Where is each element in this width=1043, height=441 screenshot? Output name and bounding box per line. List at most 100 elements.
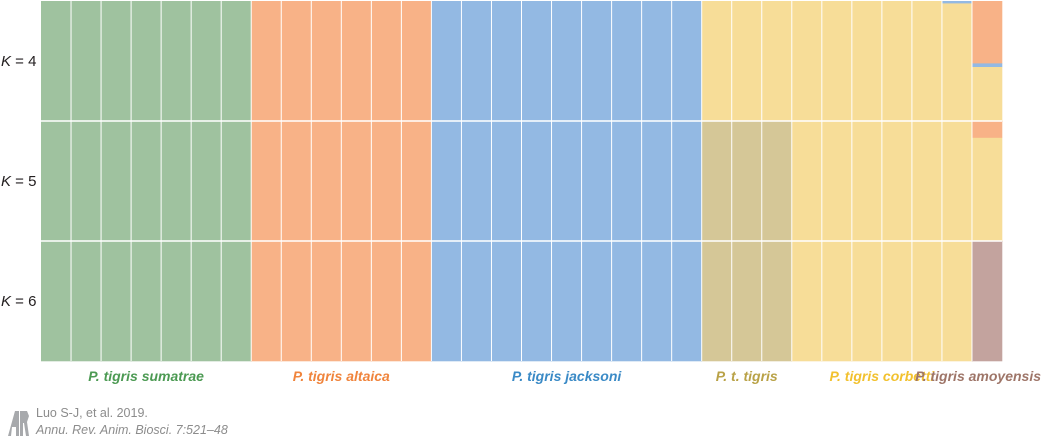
membership-k4-sample-11-altaica — [341, 1, 372, 122]
membership-k4-sample-4-sumatrae — [131, 1, 162, 122]
membership-k4-sample-32-corbetti — [971, 67, 1003, 122]
membership-k4-sample-25-corbetti — [761, 1, 793, 122]
membership-k6-sample-7-sumatrae — [221, 241, 252, 362]
k-label-4: K = 4 — [1, 53, 36, 70]
citation-journal: Annu. Rev. Anim. Biosci. 7:521–48 — [36, 423, 228, 437]
membership-k6-sample-4-sumatrae — [131, 241, 162, 362]
membership-k6-sample-16-jacksoni — [491, 241, 522, 362]
population-label-p-tigris-jacksoni: P. tigris jacksoni — [512, 368, 623, 384]
membership-k4-sample-12-altaica — [371, 1, 402, 122]
membership-k6-sample-29-corbetti — [881, 241, 913, 362]
membership-k5-sample-19-jacksoni — [581, 121, 612, 242]
membership-k6-sample-30-corbetti — [911, 241, 943, 362]
population-label-p-tigris-corbetti: P. tigris corbetti — [829, 368, 935, 384]
k-axis-labels: K = 4 K = 5 K = 6 — [1, 53, 36, 310]
membership-k6-sample-21-jacksoni — [641, 241, 672, 362]
membership-k4-sample-26-corbetti — [791, 1, 823, 122]
membership-k5-sample-1-sumatrae — [41, 121, 72, 242]
membership-k5-sample-10-altaica — [311, 121, 342, 242]
membership-k5-sample-16-jacksoni — [491, 121, 522, 242]
membership-k5-sample-20-jacksoni — [611, 121, 642, 242]
membership-k6-sample-31-corbetti — [941, 241, 973, 362]
membership-k6-sample-5-sumatrae — [161, 241, 192, 362]
membership-k6-sample-20-jacksoni — [611, 241, 642, 362]
membership-k4-sample-24-corbetti — [731, 1, 763, 122]
membership-k5-sample-25-tigris — [761, 121, 793, 242]
membership-k5-sample-21-jacksoni — [641, 121, 672, 242]
membership-k6-sample-13-altaica — [401, 241, 432, 362]
membership-k4-sample-32-altaica — [971, 1, 1003, 64]
population-label-p-t-tigris: P. t. tigris — [716, 368, 778, 384]
structure-admixture-chart: K = 4 K = 5 K = 6 P. tigris sumatrae P. tig… — [1, 1, 1041, 384]
membership-k4-sample-23-corbetti — [701, 1, 733, 122]
membership-k6-sample-3-sumatrae — [101, 241, 132, 362]
membership-k6-sample-1-sumatrae — [41, 241, 72, 362]
population-label-p-tigris-altaica: P. tigris altaica — [293, 368, 390, 384]
membership-k4-sample-14-jacksoni — [431, 1, 462, 122]
membership-k6-sample-2-sumatrae — [71, 241, 102, 362]
membership-k6-sample-11-altaica — [341, 241, 372, 362]
membership-k5-sample-6-sumatrae — [191, 121, 222, 242]
membership-k6-sample-22-jacksoni — [671, 241, 702, 362]
membership-k5-sample-3-sumatrae — [101, 121, 132, 242]
membership-k4-sample-31-jacksoni — [941, 1, 973, 4]
membership-k5-sample-2-sumatrae — [71, 121, 102, 242]
membership-k6-sample-17-jacksoni — [521, 241, 552, 362]
membership-k4-sample-10-altaica — [311, 1, 342, 122]
sample-gridlines — [41, 1, 1002, 361]
membership-k4-sample-28-corbetti — [851, 1, 883, 122]
membership-k4-sample-30-corbetti — [911, 1, 943, 122]
membership-k5-sample-30-corbetti — [911, 121, 943, 242]
membership-k5-sample-22-jacksoni — [671, 121, 702, 242]
citation-authors: Luo S-J, et al. 2019. — [36, 406, 148, 420]
membership-k6-sample-12-altaica — [371, 241, 402, 362]
population-label-p-tigris-sumatrae: P. tigris sumatrae — [88, 368, 204, 384]
membership-k4-sample-31-corbetti — [941, 3, 973, 122]
membership-k6-sample-27-corbetti — [821, 241, 853, 362]
membership-k4-sample-9-altaica — [281, 1, 312, 122]
membership-k5-sample-12-altaica — [371, 121, 402, 242]
membership-k5-sample-24-tigris — [731, 121, 763, 242]
k-label-6: K = 6 — [1, 293, 36, 310]
membership-k4-sample-8-altaica — [251, 1, 282, 122]
membership-k6-sample-18-jacksoni — [551, 241, 582, 362]
membership-k5-sample-32-altaica — [971, 121, 1003, 139]
membership-k6-sample-9-altaica — [281, 241, 312, 362]
membership-k4-sample-22-jacksoni — [671, 1, 702, 122]
membership-k4-sample-1-sumatrae — [41, 1, 72, 122]
membership-k4-sample-17-jacksoni — [521, 1, 552, 122]
membership-k5-sample-28-corbetti — [851, 121, 883, 242]
membership-k4-sample-15-jacksoni — [461, 1, 492, 122]
membership-k5-sample-14-jacksoni — [431, 121, 462, 242]
annual-reviews-logo — [6, 408, 30, 438]
membership-k5-sample-32-corbetti — [971, 137, 1003, 242]
membership-k4-sample-21-jacksoni — [641, 1, 672, 122]
membership-k5-sample-9-altaica — [281, 121, 312, 242]
membership-k5-sample-4-sumatrae — [131, 121, 162, 242]
membership-k5-sample-18-jacksoni — [551, 121, 582, 242]
membership-k4-sample-2-sumatrae — [71, 1, 102, 122]
membership-k4-sample-13-altaica — [401, 1, 432, 122]
membership-bars — [41, 1, 1003, 362]
membership-k4-sample-6-sumatrae — [191, 1, 222, 122]
membership-k6-sample-26-corbetti — [791, 241, 823, 362]
membership-k6-sample-8-altaica — [251, 241, 282, 362]
membership-k4-sample-7-sumatrae — [221, 1, 252, 122]
membership-k6-sample-24-tigris — [731, 241, 763, 362]
membership-k5-sample-23-tigris — [701, 121, 733, 242]
membership-k5-sample-5-sumatrae — [161, 121, 192, 242]
membership-k6-sample-14-jacksoni — [431, 241, 462, 362]
membership-k4-sample-27-corbetti — [821, 1, 853, 122]
membership-k5-sample-8-altaica — [251, 121, 282, 242]
membership-k4-sample-29-corbetti — [881, 1, 913, 122]
membership-k4-sample-32-jacksoni — [971, 63, 1003, 68]
membership-k5-sample-13-altaica — [401, 121, 432, 242]
k-label-5: K = 5 — [1, 173, 36, 190]
membership-k4-sample-19-jacksoni — [581, 1, 612, 122]
membership-k5-sample-17-jacksoni — [521, 121, 552, 242]
membership-k4-sample-18-jacksoni — [551, 1, 582, 122]
membership-k6-sample-6-sumatrae — [191, 241, 222, 362]
membership-k4-sample-16-jacksoni — [491, 1, 522, 122]
membership-k6-sample-15-jacksoni — [461, 241, 492, 362]
membership-k4-sample-5-sumatrae — [161, 1, 192, 122]
